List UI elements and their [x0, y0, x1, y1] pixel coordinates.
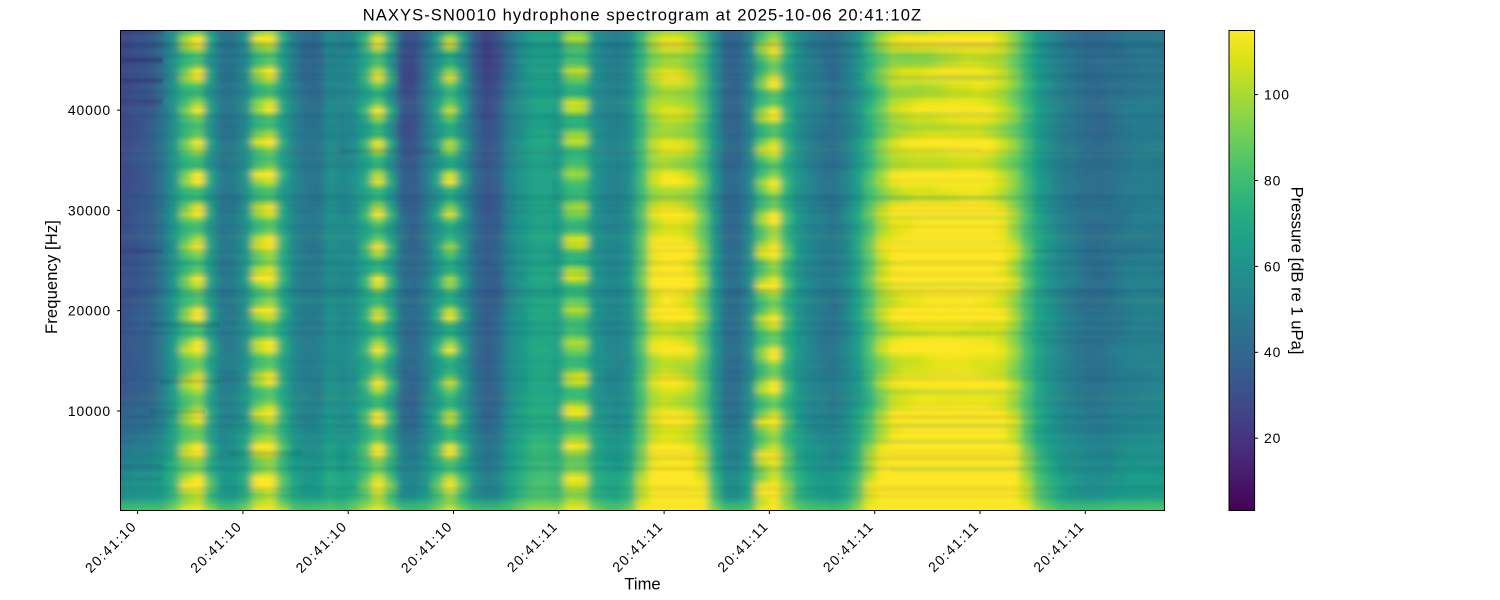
svg-text:Time: Time: [624, 575, 660, 594]
svg-text:30000: 30000: [68, 202, 111, 218]
svg-text:20000: 20000: [68, 303, 111, 319]
svg-text:Frequency [Hz]: Frequency [Hz]: [42, 220, 61, 334]
svg-text:40000: 40000: [68, 102, 111, 118]
svg-text:NAXYS-SN0010 hydrophone spectr: NAXYS-SN0010 hydrophone spectrogram at 2…: [363, 6, 922, 25]
svg-text:20: 20: [1264, 430, 1281, 446]
svg-text:60: 60: [1264, 258, 1281, 274]
svg-text:80: 80: [1264, 172, 1281, 188]
svg-text:40: 40: [1264, 344, 1281, 360]
svg-text:Pressure [dB re 1 uPa]: Pressure [dB re 1 uPa]: [1288, 187, 1307, 355]
svg-text:10000: 10000: [68, 403, 111, 419]
svg-text:100: 100: [1264, 87, 1290, 103]
